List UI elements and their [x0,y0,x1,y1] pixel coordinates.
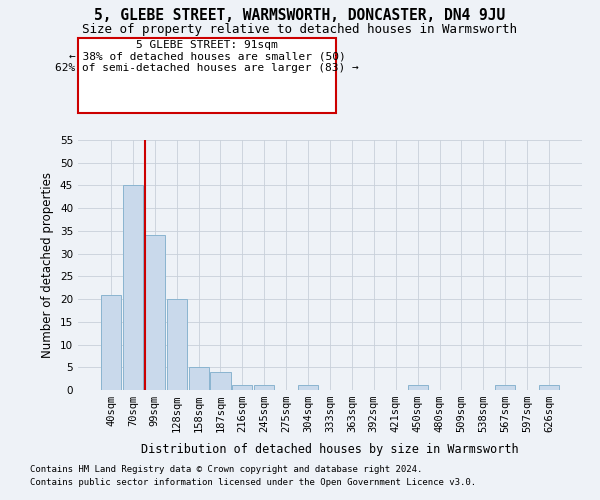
Bar [232,386,253,390]
Text: 5 GLEBE STREET: 91sqm
← 38% of detached houses are smaller (50)
62% of semi-deta: 5 GLEBE STREET: 91sqm ← 38% of detached … [55,40,359,73]
Y-axis label: Number of detached properties: Number of detached properties [41,172,55,358]
Text: Distribution of detached houses by size in Warmsworth: Distribution of detached houses by size … [141,442,519,456]
Bar [101,294,121,390]
Bar [188,368,209,390]
Bar [407,386,428,390]
Bar [123,186,143,390]
Text: 5, GLEBE STREET, WARMSWORTH, DONCASTER, DN4 9JU: 5, GLEBE STREET, WARMSWORTH, DONCASTER, … [94,8,506,22]
Bar [145,236,165,390]
Text: Contains public sector information licensed under the Open Government Licence v3: Contains public sector information licen… [30,478,476,487]
Text: Size of property relative to detached houses in Warmsworth: Size of property relative to detached ho… [83,22,517,36]
Text: Contains HM Land Registry data © Crown copyright and database right 2024.: Contains HM Land Registry data © Crown c… [30,466,422,474]
Bar [254,386,274,390]
Bar [495,386,515,390]
Bar [539,386,559,390]
Bar [167,299,187,390]
Bar [298,386,318,390]
Bar [211,372,230,390]
